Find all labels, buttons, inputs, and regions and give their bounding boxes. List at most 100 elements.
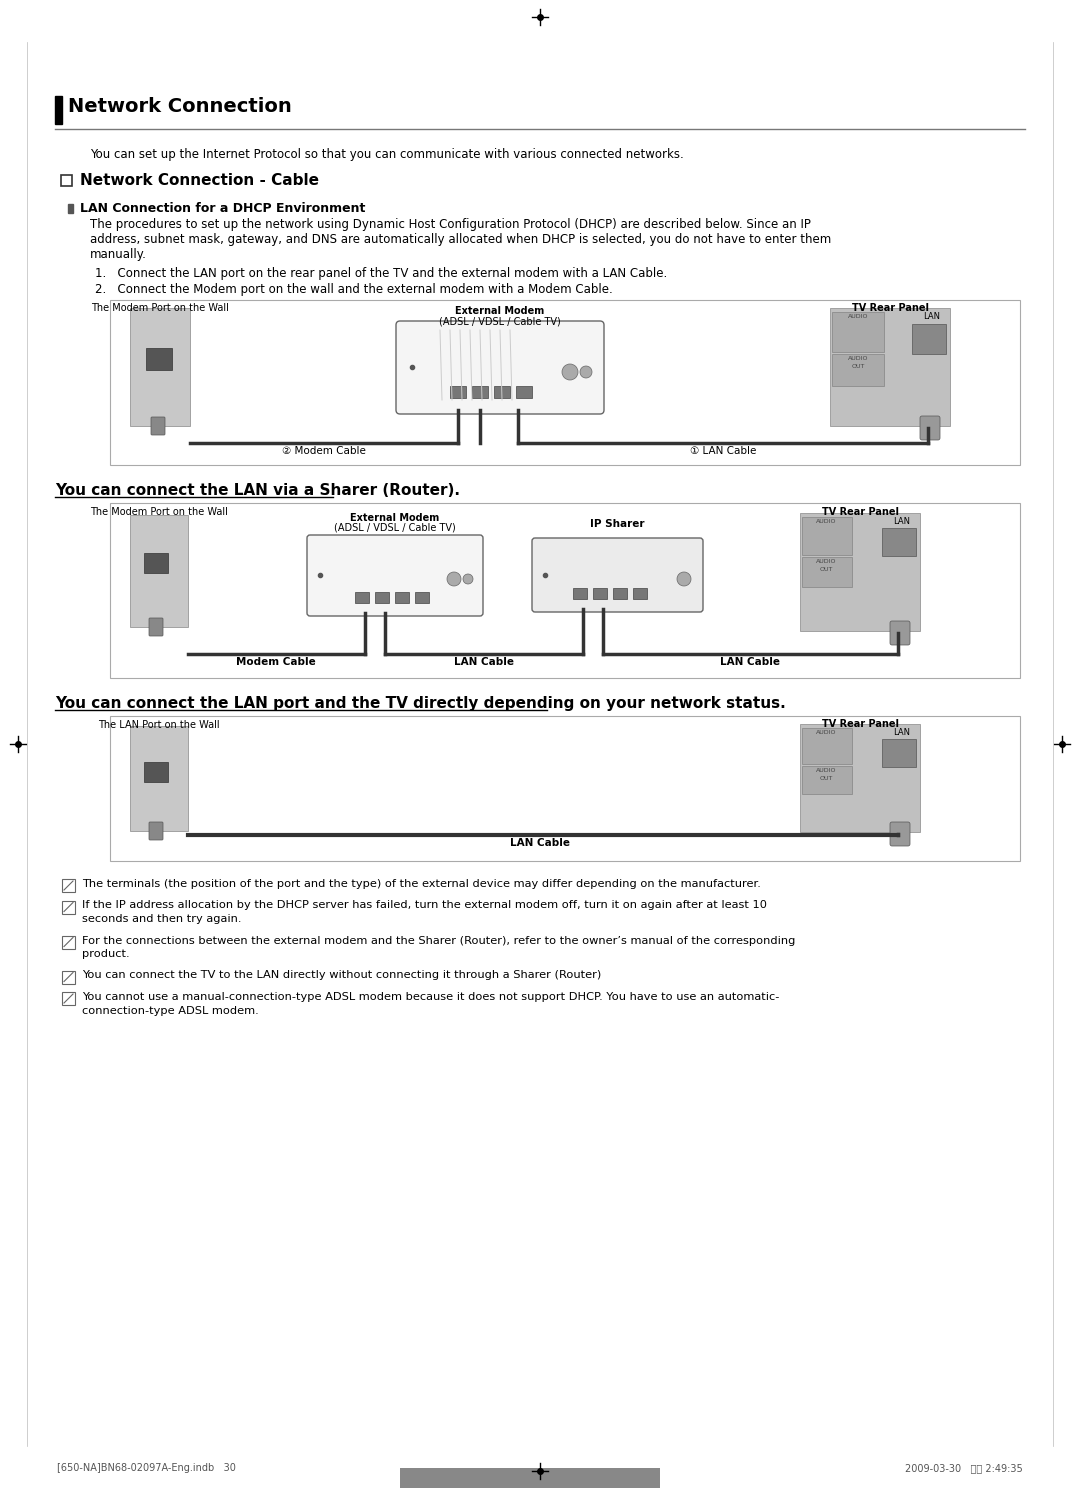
Bar	[144, 762, 168, 783]
Text: LAN Connection for a DHCP Environment: LAN Connection for a DHCP Environment	[80, 202, 365, 214]
FancyBboxPatch shape	[149, 821, 163, 841]
Circle shape	[447, 571, 461, 586]
Text: OUT: OUT	[820, 777, 833, 781]
Text: The Modem Port on the Wall: The Modem Port on the Wall	[91, 304, 229, 312]
Bar	[613, 588, 627, 600]
Text: Modem Cable: Modem Cable	[237, 658, 315, 667]
Bar	[55, 97, 62, 124]
Bar	[573, 588, 588, 600]
Bar	[802, 728, 852, 763]
Circle shape	[677, 571, 691, 586]
Text: LAN Cable: LAN Cable	[720, 658, 780, 667]
Text: AUDIO: AUDIO	[848, 314, 868, 318]
Circle shape	[562, 365, 578, 379]
Bar	[633, 588, 647, 600]
Text: LAN: LAN	[893, 728, 910, 737]
FancyBboxPatch shape	[532, 539, 703, 612]
Text: The LAN Port on the Wall: The LAN Port on the Wall	[98, 720, 220, 731]
Text: You can connect the LAN via a Sharer (Router).: You can connect the LAN via a Sharer (Ro…	[55, 484, 460, 498]
Text: AUDIO: AUDIO	[815, 768, 836, 772]
Bar	[832, 312, 885, 353]
Text: TV Rear Panel: TV Rear Panel	[822, 719, 899, 729]
FancyBboxPatch shape	[396, 321, 604, 414]
Bar	[832, 354, 885, 385]
Bar	[130, 726, 188, 830]
Bar	[62, 879, 75, 891]
Bar	[355, 592, 369, 603]
Text: product.: product.	[82, 949, 130, 958]
Bar	[60, 176, 72, 186]
Text: (ADSL / VDSL / Cable TV): (ADSL / VDSL / Cable TV)	[334, 522, 456, 533]
FancyBboxPatch shape	[149, 618, 163, 635]
Text: TV Rear Panel: TV Rear Panel	[822, 507, 899, 516]
Text: AUDIO: AUDIO	[815, 731, 836, 735]
Text: For the connections between the external modem and the Sharer (Router), refer to: For the connections between the external…	[82, 936, 795, 945]
Bar	[68, 204, 73, 213]
Text: AUDIO: AUDIO	[815, 559, 836, 564]
Text: ① LAN Cable: ① LAN Cable	[690, 446, 756, 455]
Bar	[375, 592, 389, 603]
Bar	[450, 385, 465, 397]
Bar	[415, 592, 429, 603]
Text: connection-type ADSL modem.: connection-type ADSL modem.	[82, 1006, 259, 1015]
Bar	[882, 528, 916, 557]
Bar	[494, 385, 510, 397]
Text: LAN: LAN	[893, 516, 910, 525]
FancyBboxPatch shape	[400, 1469, 660, 1488]
Bar	[802, 557, 852, 586]
Text: AUDIO: AUDIO	[848, 356, 868, 362]
Text: LAN Cable: LAN Cable	[454, 658, 514, 667]
Text: 2009-03-30   오전 2:49:35: 2009-03-30 오전 2:49:35	[905, 1463, 1023, 1473]
Bar	[516, 385, 532, 397]
Text: TV Rear Panel: TV Rear Panel	[851, 304, 929, 312]
Text: 1.   Connect the LAN port on the rear panel of the TV and the external modem wit: 1. Connect the LAN port on the rear pane…	[95, 266, 667, 280]
Text: address, subnet mask, gateway, and DNS are automatically allocated when DHCP is : address, subnet mask, gateway, and DNS a…	[90, 234, 832, 246]
Text: LAN Cable: LAN Cable	[510, 838, 570, 848]
Text: The terminals (the position of the port and the type) of the external device may: The terminals (the position of the port …	[82, 879, 761, 888]
Bar	[472, 385, 488, 397]
Bar	[130, 515, 188, 626]
Bar	[62, 992, 75, 1004]
FancyBboxPatch shape	[920, 417, 940, 440]
Bar	[831, 308, 950, 426]
Bar	[110, 716, 1020, 862]
Bar	[62, 900, 75, 914]
Bar	[110, 503, 1020, 679]
FancyBboxPatch shape	[890, 821, 910, 847]
Bar	[62, 936, 75, 948]
Bar	[802, 516, 852, 555]
Text: Network Connection - Cable: Network Connection - Cable	[80, 173, 319, 187]
Text: English - 30: English - 30	[489, 1452, 571, 1466]
Text: External Modem: External Modem	[350, 513, 440, 522]
Circle shape	[463, 574, 473, 583]
FancyBboxPatch shape	[151, 417, 165, 434]
Bar	[800, 513, 920, 631]
Text: LAN: LAN	[923, 312, 941, 321]
Text: OUT: OUT	[820, 567, 833, 571]
Bar	[802, 766, 852, 795]
Text: If the IP address allocation by the DHCP server has failed, turn the external mo: If the IP address allocation by the DHCP…	[82, 900, 767, 911]
Bar	[395, 592, 409, 603]
FancyBboxPatch shape	[307, 536, 483, 616]
Text: The procedures to set up the network using Dynamic Host Configuration Protocol (: The procedures to set up the network usi…	[90, 219, 811, 231]
Text: AUDIO: AUDIO	[815, 519, 836, 524]
Text: (ADSL / VDSL / Cable TV): (ADSL / VDSL / Cable TV)	[440, 315, 561, 326]
Text: seconds and then try again.: seconds and then try again.	[82, 914, 242, 924]
Bar	[130, 308, 190, 426]
Bar	[882, 740, 916, 766]
Text: The Modem Port on the Wall: The Modem Port on the Wall	[90, 507, 228, 516]
Text: You can set up the Internet Protocol so that you can communicate with various co: You can set up the Internet Protocol so …	[90, 147, 684, 161]
Text: You can connect the TV to the LAN directly without connecting it through a Share: You can connect the TV to the LAN direct…	[82, 970, 602, 981]
Bar	[593, 588, 607, 600]
Bar	[912, 324, 946, 354]
Bar	[146, 348, 172, 371]
Text: 2.   Connect the Modem port on the wall and the external modem with a Modem Cabl: 2. Connect the Modem port on the wall an…	[95, 283, 612, 296]
Text: ② Modem Cable: ② Modem Cable	[282, 446, 366, 455]
Text: You cannot use a manual-connection-type ADSL modem because it does not support D: You cannot use a manual-connection-type …	[82, 992, 780, 1001]
Circle shape	[580, 366, 592, 378]
Text: OUT: OUT	[851, 365, 865, 369]
Text: Network Connection: Network Connection	[68, 97, 292, 116]
Text: External Modem: External Modem	[456, 307, 544, 315]
Bar	[110, 301, 1020, 464]
Text: manually.: manually.	[90, 248, 147, 260]
